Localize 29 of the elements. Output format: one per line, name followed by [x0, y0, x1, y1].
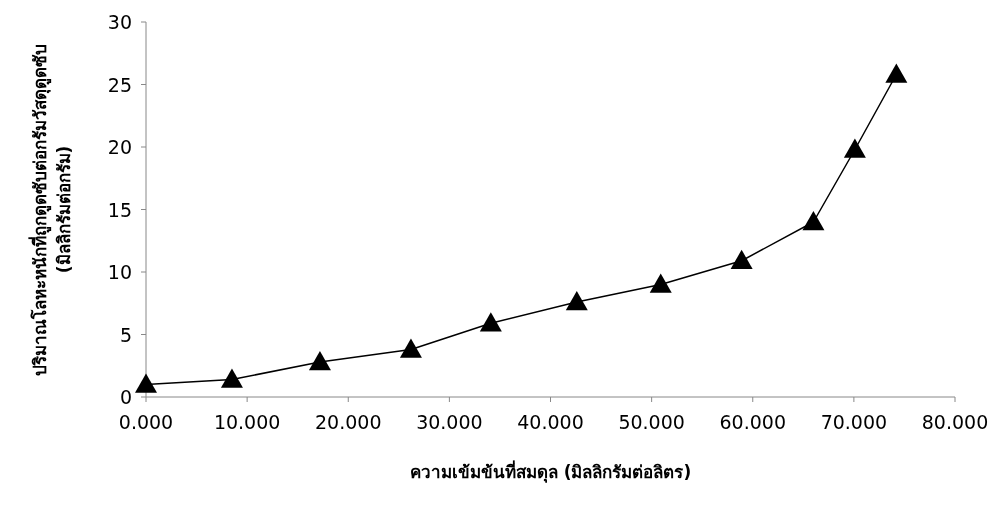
point [399, 338, 422, 358]
y-tick-label: 25 [107, 73, 132, 96]
point [220, 368, 243, 388]
x-tick-label: 50.000 [618, 411, 685, 433]
point [308, 351, 331, 371]
x-tick-label: 80.000 [921, 411, 989, 433]
y-tick-label: 0 [119, 386, 132, 408]
x-tick-label: 0.000 [118, 411, 174, 433]
x-tick-label: 30.000 [416, 411, 483, 433]
point [802, 211, 825, 231]
point [479, 312, 502, 332]
point [885, 63, 908, 83]
y-tick-label: 5 [119, 323, 132, 346]
x-tick-label: 70.000 [820, 411, 888, 433]
y-axis-title: ปริมาณโลหะหนักที่ถูกดูดซับต่อกรัมวัสดุดูดซับ (มิลลิกรัมต่อกรัม) [28, 43, 74, 376]
y-tick-label: 30 [107, 11, 132, 33]
x-tick-label: 10.000 [213, 411, 281, 433]
x-axis-title: ความเข้มข้นที่สมดุล (มิลลิกรัมต่อลิตร) [409, 460, 692, 483]
x-tick-label: 40.000 [517, 411, 584, 433]
x-tick-label: 20.000 [315, 411, 382, 433]
point [135, 373, 157, 393]
y-tick-label: 15 [107, 198, 132, 221]
point [565, 291, 588, 311]
y-tick-label: 20 [107, 136, 132, 158]
x-tick-label: 60.000 [719, 411, 786, 433]
point [730, 249, 753, 269]
y-tick-label: 10 [107, 261, 132, 283]
point [649, 273, 672, 293]
point [843, 138, 866, 158]
